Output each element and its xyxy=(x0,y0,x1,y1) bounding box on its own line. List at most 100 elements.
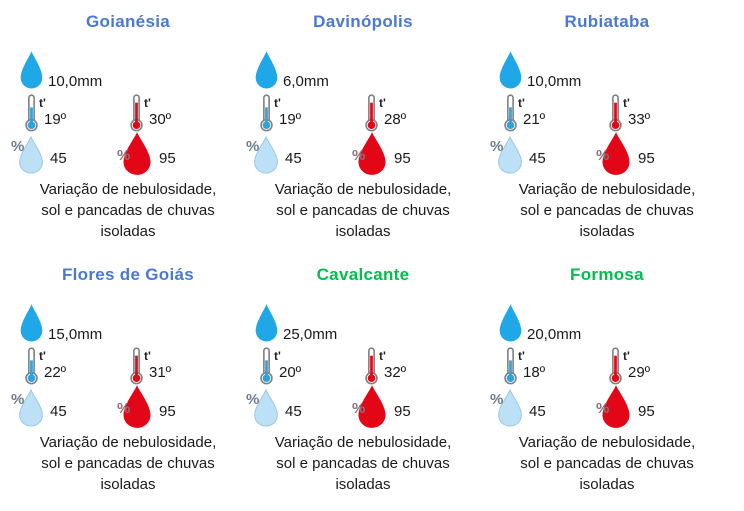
humidity-max-value: 95 xyxy=(159,150,176,167)
forecast-description: Variação de nebulosidade, sol e pancadas… xyxy=(243,179,483,242)
max-temperature-thermometer-icon xyxy=(130,347,143,385)
max-temperature-value: 33º xyxy=(628,111,651,128)
humidity-max-value: 95 xyxy=(394,403,411,420)
thermometer-label: t' xyxy=(144,349,151,363)
forecast-line: sol e pancadas de chuvas xyxy=(276,202,450,219)
percent-symbol: % xyxy=(246,138,260,155)
rain-drop-icon xyxy=(255,51,278,89)
humidity-min-drop-icon xyxy=(254,389,278,427)
thermometer-label: t' xyxy=(623,96,630,110)
percent-symbol: % xyxy=(596,147,610,164)
city-title: Goianésia xyxy=(86,12,170,31)
thermometer-label: t' xyxy=(518,349,525,363)
forecast-line: Variação de nebulosidade, xyxy=(518,434,696,451)
percent-symbol: % xyxy=(352,147,366,164)
city-card-davinopolis: Davinópolis 6,0mm t' 19º t' 28º % 45 % 9… xyxy=(243,10,483,258)
percent-symbol: % xyxy=(490,391,504,408)
min-temperature-thermometer-icon xyxy=(504,94,517,132)
humidity-min-drop-icon xyxy=(498,389,522,427)
thermometer-label: t' xyxy=(144,96,151,110)
rain-drop-icon xyxy=(20,51,43,89)
city-card-formosa: Formosa 20,0mm t' 18º t' 29º % 45 % 95 V… xyxy=(487,263,727,511)
min-temperature-value: 22º xyxy=(44,364,67,381)
humidity-max-drop-icon xyxy=(358,132,386,175)
forecast-line: isoladas xyxy=(579,223,635,240)
min-temperature-value: 19º xyxy=(279,111,302,128)
forecast-description: Variação de nebulosidade, sol e pancadas… xyxy=(243,432,483,495)
forecast-line: sol e pancadas de chuvas xyxy=(520,202,694,219)
min-temperature-value: 19º xyxy=(44,111,67,128)
rainfall-value: 25,0mm xyxy=(283,326,338,343)
thermometer-label: t' xyxy=(518,96,525,110)
forecast-line: Variação de nebulosidade, xyxy=(39,181,217,198)
thermometer-label: t' xyxy=(623,349,630,363)
min-temperature-thermometer-icon xyxy=(260,347,273,385)
rainfall-value: 6,0mm xyxy=(283,73,329,90)
rainfall-value: 10,0mm xyxy=(527,73,582,90)
humidity-max-drop-icon xyxy=(602,385,630,428)
humidity-min-value: 45 xyxy=(50,403,67,420)
humidity-min-drop-icon xyxy=(19,136,43,174)
forecast-line: sol e pancadas de chuvas xyxy=(520,455,694,472)
max-temperature-thermometer-icon xyxy=(365,94,378,132)
humidity-max-value: 95 xyxy=(159,403,176,420)
min-temperature-thermometer-icon xyxy=(504,347,517,385)
city-title: Cavalcante xyxy=(316,265,410,284)
min-temperature-value: 20º xyxy=(279,364,302,381)
max-temperature-value: 30º xyxy=(149,111,172,128)
forecast-line: isoladas xyxy=(100,476,156,493)
thermometer-label: t' xyxy=(39,96,46,110)
humidity-min-value: 45 xyxy=(529,403,546,420)
humidity-min-drop-icon xyxy=(254,136,278,174)
min-temperature-thermometer-icon xyxy=(260,94,273,132)
forecast-line: isoladas xyxy=(335,476,391,493)
min-temperature-thermometer-icon xyxy=(25,347,38,385)
thermometer-label: t' xyxy=(379,349,386,363)
thermometer-label: t' xyxy=(39,349,46,363)
min-temperature-thermometer-icon xyxy=(25,94,38,132)
humidity-max-drop-icon xyxy=(602,132,630,175)
humidity-max-value: 95 xyxy=(638,403,655,420)
max-temperature-value: 28º xyxy=(384,111,407,128)
max-temperature-value: 29º xyxy=(628,364,651,381)
humidity-max-drop-icon xyxy=(123,385,151,428)
thermometer-label: t' xyxy=(379,96,386,110)
min-temperature-value: 21º xyxy=(523,111,546,128)
rain-drop-icon xyxy=(499,304,522,342)
thermometer-label: t' xyxy=(274,96,281,110)
rainfall-value: 10,0mm xyxy=(48,73,103,90)
city-title: Flores de Goiás xyxy=(61,265,195,284)
rain-drop-icon xyxy=(499,51,522,89)
city-card-cavalcante: Cavalcante 25,0mm t' 20º t' 32º % 45 % 9… xyxy=(243,263,483,511)
percent-symbol: % xyxy=(11,138,25,155)
rainfall-value: 20,0mm xyxy=(527,326,582,343)
humidity-min-drop-icon xyxy=(19,389,43,427)
forecast-line: Variação de nebulosidade, xyxy=(274,181,452,198)
forecast-description: Variação de nebulosidade, sol e pancadas… xyxy=(8,179,248,242)
city-card-flores-de-goias: Flores de Goiás 15,0mm t' 22º t' 31º % 4… xyxy=(8,263,248,511)
city-title: Formosa xyxy=(570,265,644,284)
max-temperature-value: 31º xyxy=(149,364,172,381)
forecast-line: sol e pancadas de chuvas xyxy=(41,455,215,472)
humidity-min-value: 45 xyxy=(50,150,67,167)
forecast-line: isoladas xyxy=(579,476,635,493)
percent-symbol: % xyxy=(246,391,260,408)
humidity-max-value: 95 xyxy=(394,150,411,167)
percent-symbol: % xyxy=(490,138,504,155)
humidity-min-value: 45 xyxy=(285,150,302,167)
city-card-goianesia: Goianésia 10,0mm t' 19º t' 30º % 45 % 95… xyxy=(8,10,248,258)
forecast-line: Variação de nebulosidade, xyxy=(39,434,217,451)
rain-drop-icon xyxy=(20,304,43,342)
percent-symbol: % xyxy=(117,147,131,164)
percent-symbol: % xyxy=(352,400,366,417)
city-title: Rubiataba xyxy=(564,12,650,31)
humidity-max-drop-icon xyxy=(123,132,151,175)
rain-drop-icon xyxy=(255,304,278,342)
rainfall-value: 15,0mm xyxy=(48,326,103,343)
forecast-line: sol e pancadas de chuvas xyxy=(41,202,215,219)
forecast-description: Variação de nebulosidade, sol e pancadas… xyxy=(487,432,727,495)
thermometer-label: t' xyxy=(274,349,281,363)
forecast-line: Variação de nebulosidade, xyxy=(274,434,452,451)
humidity-min-value: 45 xyxy=(285,403,302,420)
